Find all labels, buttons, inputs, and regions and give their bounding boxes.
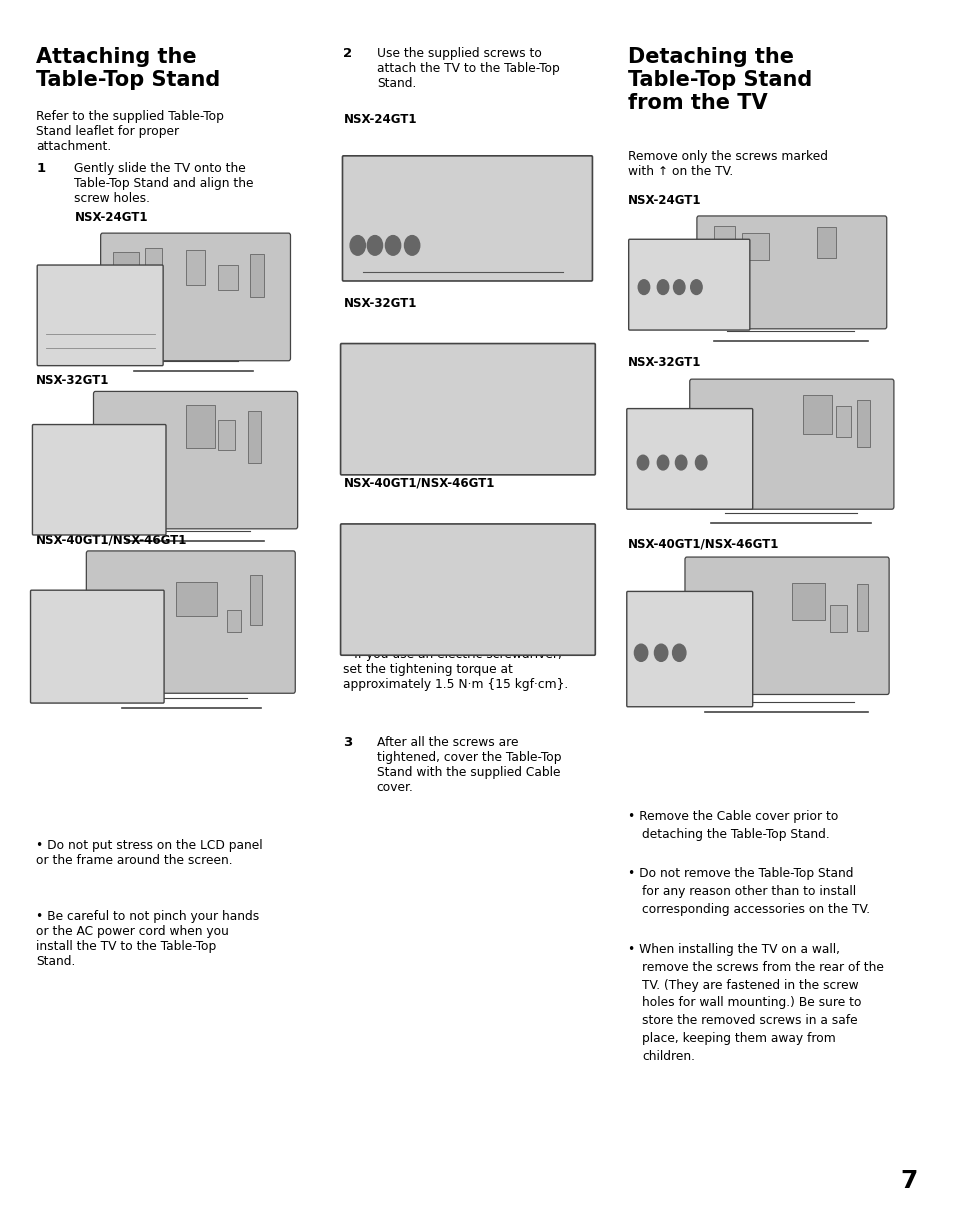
FancyBboxPatch shape	[626, 409, 752, 509]
Text: Detaching the
Table-Top Stand
from the TV: Detaching the Table-Top Stand from the T…	[627, 47, 811, 113]
FancyBboxPatch shape	[696, 216, 886, 329]
FancyBboxPatch shape	[626, 591, 752, 707]
FancyBboxPatch shape	[93, 391, 297, 529]
Text: • Do not put stress on the LCD panel
or the frame around the screen.: • Do not put stress on the LCD panel or …	[36, 839, 263, 867]
Bar	[802, 395, 831, 434]
Bar	[186, 250, 205, 285]
Text: • Do not remove the Table-Top Stand: • Do not remove the Table-Top Stand	[627, 867, 852, 881]
Bar	[856, 400, 869, 447]
Bar	[713, 226, 734, 263]
Text: detaching the Table-Top Stand.: detaching the Table-Top Stand.	[641, 827, 829, 840]
Bar	[381, 528, 453, 601]
Text: holes for wall mounting.) Be sure to: holes for wall mounting.) Be sure to	[641, 996, 861, 1010]
Circle shape	[634, 644, 647, 661]
Text: Gently slide the TV onto the
Table-Top Stand and align the
screw holes.: Gently slide the TV onto the Table-Top S…	[74, 162, 253, 205]
Text: NSX-32GT1: NSX-32GT1	[343, 297, 416, 310]
Circle shape	[695, 455, 706, 470]
Text: NSX-32GT1: NSX-32GT1	[627, 356, 700, 369]
Text: • Be careful to not pinch your hands
or the AC power cord when you
install the T: • Be careful to not pinch your hands or …	[36, 910, 259, 968]
Bar	[348, 353, 365, 384]
Circle shape	[654, 644, 667, 661]
Bar	[112, 252, 139, 303]
Bar	[791, 583, 824, 620]
Bar	[856, 584, 867, 631]
Bar	[250, 254, 264, 297]
FancyBboxPatch shape	[340, 344, 595, 475]
Bar	[835, 406, 850, 437]
Circle shape	[404, 236, 419, 255]
FancyBboxPatch shape	[689, 379, 893, 509]
Bar	[816, 227, 835, 258]
Text: children.: children.	[641, 1050, 695, 1063]
Text: NSX-24GT1: NSX-24GT1	[74, 211, 148, 225]
Circle shape	[657, 280, 668, 294]
Text: After all the screws are
tightened, cover the Table-Top
Stand with the supplied : After all the screws are tightened, cove…	[376, 736, 560, 794]
FancyBboxPatch shape	[32, 425, 166, 535]
Bar	[515, 534, 567, 593]
Text: 1: 1	[36, 162, 46, 175]
Circle shape	[657, 455, 668, 470]
FancyBboxPatch shape	[340, 524, 595, 655]
Text: 2: 2	[343, 47, 353, 60]
Bar	[217, 265, 238, 290]
Circle shape	[638, 280, 649, 294]
Circle shape	[672, 644, 685, 661]
Bar	[248, 411, 261, 463]
Text: • If you use an electric screwdriver,
set the tightening torque at
approximately: • If you use an electric screwdriver, se…	[343, 648, 568, 691]
Circle shape	[350, 236, 365, 255]
Bar	[517, 351, 574, 402]
Circle shape	[675, 455, 686, 470]
Bar	[376, 347, 438, 415]
Circle shape	[673, 280, 684, 294]
Text: NSX-24GT1: NSX-24GT1	[343, 113, 416, 126]
Text: Use the supplied screws to
attach the TV to the Table-Top
Stand.: Use the supplied screws to attach the TV…	[376, 47, 559, 90]
Circle shape	[690, 280, 701, 294]
Text: NSX-40GT1/NSX-46GT1: NSX-40GT1/NSX-46GT1	[343, 476, 495, 490]
FancyBboxPatch shape	[87, 551, 295, 693]
Circle shape	[385, 236, 400, 255]
Bar	[454, 163, 492, 231]
Text: remove the screws from the rear of the: remove the screws from the rear of the	[641, 961, 883, 974]
Bar	[395, 162, 453, 211]
Text: 3: 3	[343, 736, 353, 750]
FancyBboxPatch shape	[628, 239, 749, 330]
Text: for any reason other than to install: for any reason other than to install	[641, 886, 855, 898]
Text: Attaching the
Table-Top Stand: Attaching the Table-Top Stand	[36, 47, 220, 90]
Text: TV. (They are fastened in the screw: TV. (They are fastened in the screw	[641, 979, 858, 991]
Text: store the removed screws in a safe: store the removed screws in a safe	[641, 1014, 857, 1027]
Text: corresponding accessories on the TV.: corresponding accessories on the TV.	[641, 903, 869, 917]
Text: • Remove the Cable cover prior to: • Remove the Cable cover prior to	[627, 810, 838, 823]
FancyBboxPatch shape	[37, 265, 163, 366]
Bar	[176, 582, 216, 616]
Bar	[351, 546, 368, 573]
Text: place, keeping them away from: place, keeping them away from	[641, 1032, 835, 1045]
Circle shape	[367, 236, 382, 255]
Circle shape	[637, 455, 648, 470]
FancyBboxPatch shape	[342, 156, 592, 281]
FancyBboxPatch shape	[100, 233, 290, 361]
Bar	[829, 605, 846, 632]
Bar	[186, 405, 214, 448]
Bar	[227, 610, 241, 632]
Text: Refer to the supplied Table-Top
Stand leaflet for proper
attachment.: Refer to the supplied Table-Top Stand le…	[36, 110, 224, 153]
Bar	[250, 575, 262, 625]
Text: NSX-40GT1/NSX-46GT1: NSX-40GT1/NSX-46GT1	[627, 537, 779, 551]
Bar	[145, 248, 162, 287]
Bar	[741, 233, 768, 260]
FancyBboxPatch shape	[684, 557, 888, 694]
Text: NSX-32GT1: NSX-32GT1	[36, 374, 110, 388]
Text: 7: 7	[900, 1168, 917, 1193]
Text: NSX-40GT1/NSX-46GT1: NSX-40GT1/NSX-46GT1	[36, 534, 188, 547]
FancyBboxPatch shape	[30, 590, 164, 703]
Text: • When installing the TV on a wall,: • When installing the TV on a wall,	[627, 942, 839, 956]
Text: Remove only the screws marked
with ↑ on the TV.: Remove only the screws marked with ↑ on …	[627, 150, 827, 178]
Text: NSX-24GT1: NSX-24GT1	[627, 194, 700, 207]
Bar	[217, 420, 234, 450]
